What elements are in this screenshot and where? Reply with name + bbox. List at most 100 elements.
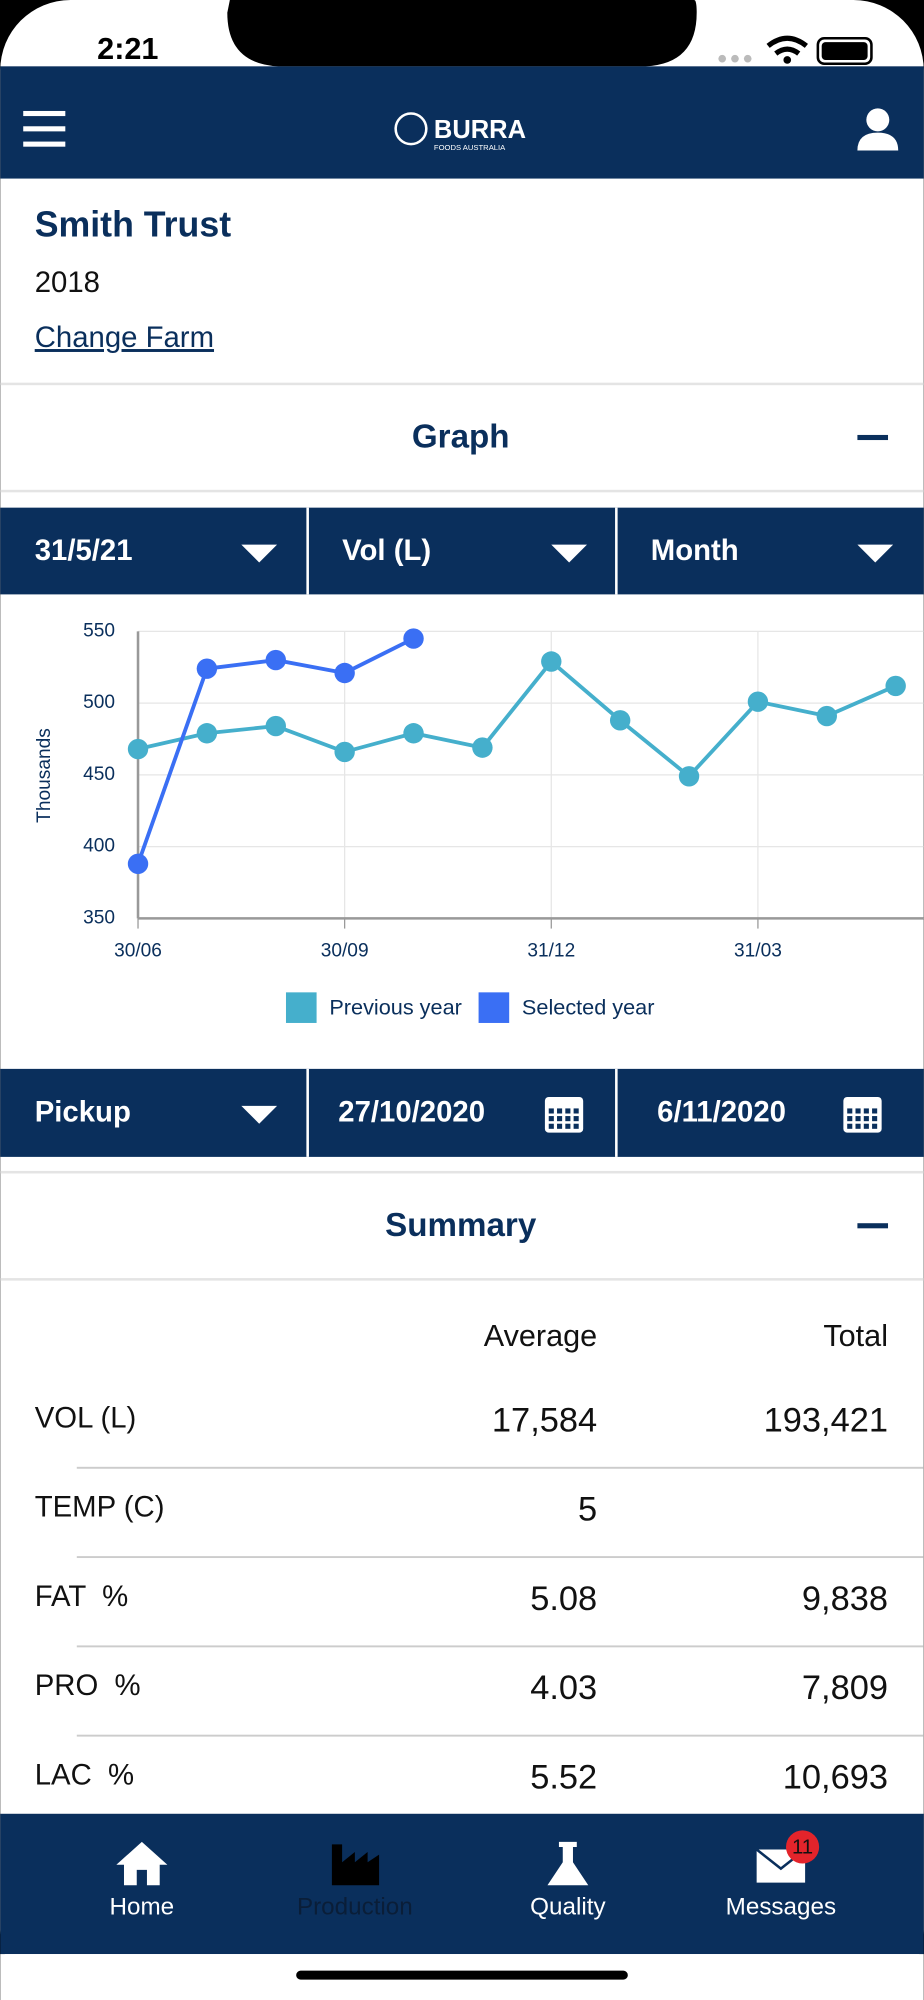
- menu-button[interactable]: [23, 110, 66, 147]
- y-tick-label: 400: [83, 836, 115, 857]
- calendar-cell: [872, 1108, 878, 1114]
- status-time: 2:21: [97, 32, 158, 66]
- header-bar: [0, 66, 924, 179]
- x-tick-label: 30/06: [114, 941, 162, 962]
- data-point: [472, 737, 493, 758]
- data-point: [265, 715, 286, 737]
- home-indicator: [296, 1970, 628, 1980]
- legend-label: Previous year: [329, 995, 462, 1020]
- notch: [227, 0, 697, 67]
- tab-label[interactable]: Quality: [530, 1894, 606, 1921]
- x-tick-label: 31/12: [527, 941, 575, 962]
- logo-sub: FOODS AUSTRALIA: [434, 143, 506, 152]
- tab-label[interactable]: Production: [297, 1894, 413, 1921]
- calendar-cell: [565, 1123, 571, 1129]
- filter-label[interactable]: Month: [651, 534, 739, 567]
- collapse-button[interactable]: [857, 1223, 889, 1229]
- average-value: 17,584: [492, 1401, 597, 1439]
- tab-label[interactable]: Home: [110, 1894, 175, 1921]
- filter-label[interactable]: 6/11/2020: [657, 1095, 786, 1128]
- divider: [0, 382, 924, 386]
- row-label: TEMP (C): [35, 1491, 165, 1524]
- farm-name: Smith Trust: [35, 204, 231, 244]
- dropdown-arrow: [241, 544, 278, 563]
- section-title: Summary: [385, 1207, 537, 1244]
- filter-divider: [306, 1068, 309, 1157]
- data-point: [265, 649, 286, 671]
- data-point: [127, 853, 149, 875]
- row-label: LAC %: [35, 1759, 134, 1792]
- divider: [0, 489, 924, 493]
- filter-bar: [0, 507, 924, 595]
- dropdown-arrow: [551, 544, 587, 563]
- badge-count: 11: [792, 1837, 813, 1859]
- total-value: 10,693: [783, 1758, 888, 1796]
- filter-label[interactable]: 31/5/21: [35, 534, 133, 567]
- calendar-cell: [573, 1116, 579, 1122]
- data-point: [885, 675, 906, 697]
- data-point: [403, 723, 424, 744]
- data-point: [196, 658, 218, 679]
- average-value: 5.52: [530, 1758, 597, 1796]
- data-point: [196, 723, 218, 744]
- calendar-cell: [548, 1123, 554, 1129]
- tab-label[interactable]: Messages: [726, 1894, 836, 1921]
- collapse-button[interactable]: [857, 434, 889, 441]
- calendar-cell: [855, 1123, 861, 1129]
- data-point: [747, 691, 769, 712]
- x-tick-label: 30/09: [321, 941, 369, 962]
- legend-swatch: [285, 992, 317, 1023]
- calendar-cell: [847, 1116, 853, 1122]
- row-label: FAT %: [35, 1580, 128, 1613]
- status-icons: [718, 35, 873, 66]
- y-tick-label: 450: [83, 764, 115, 785]
- calendar-cell: [863, 1123, 869, 1129]
- data-point: [334, 662, 355, 684]
- filter-divider: [615, 1068, 618, 1157]
- tab-icon[interactable]: [547, 1841, 589, 1886]
- divider: [0, 1278, 924, 1281]
- calendar-cell: [557, 1108, 563, 1114]
- calendar-cell: [847, 1108, 853, 1114]
- data-point: [678, 766, 700, 787]
- y-tick-label: 350: [83, 907, 115, 928]
- change-farm-link[interactable]: Change Farm: [35, 321, 214, 354]
- calendar-cell: [548, 1108, 554, 1114]
- calendar-cell: [863, 1108, 869, 1114]
- farm-year: 2018: [35, 266, 100, 299]
- data-point: [334, 741, 355, 763]
- calendar-cell: [565, 1116, 571, 1122]
- total-value: 193,421: [764, 1401, 888, 1439]
- legend-swatch: [478, 992, 510, 1023]
- filter-label[interactable]: Vol (L): [342, 534, 431, 567]
- data-point: [403, 628, 424, 649]
- filter-bar: [0, 1068, 924, 1157]
- legend-label: Selected year: [522, 995, 655, 1020]
- data-point: [609, 710, 631, 731]
- series-line: [137, 658, 897, 779]
- tab-icon[interactable]: [331, 1844, 380, 1886]
- calendar-cell: [573, 1123, 579, 1129]
- row-label: PRO %: [35, 1669, 141, 1702]
- filter-divider: [306, 507, 309, 595]
- calendar-cell: [557, 1116, 563, 1122]
- profile-button[interactable]: [857, 108, 899, 151]
- data-point: [541, 651, 562, 672]
- filter-label[interactable]: Pickup: [35, 1095, 131, 1128]
- calendar-icon: [544, 1096, 584, 1133]
- tab-icon[interactable]: [116, 1841, 168, 1886]
- dropdown-arrow: [857, 544, 894, 563]
- calendar-cell: [847, 1123, 853, 1129]
- y-axis-label: Thousands: [34, 728, 55, 823]
- average-value: 4.03: [530, 1669, 597, 1707]
- calendar-cell: [872, 1116, 878, 1122]
- row-divider: [76, 1645, 924, 1648]
- divider: [0, 1170, 924, 1174]
- column-header: Average: [484, 1319, 597, 1353]
- logo-text: BURRA: [434, 116, 526, 144]
- data-point: [816, 705, 837, 727]
- data-point: [127, 738, 149, 760]
- filter-label[interactable]: 27/10/2020: [338, 1095, 485, 1128]
